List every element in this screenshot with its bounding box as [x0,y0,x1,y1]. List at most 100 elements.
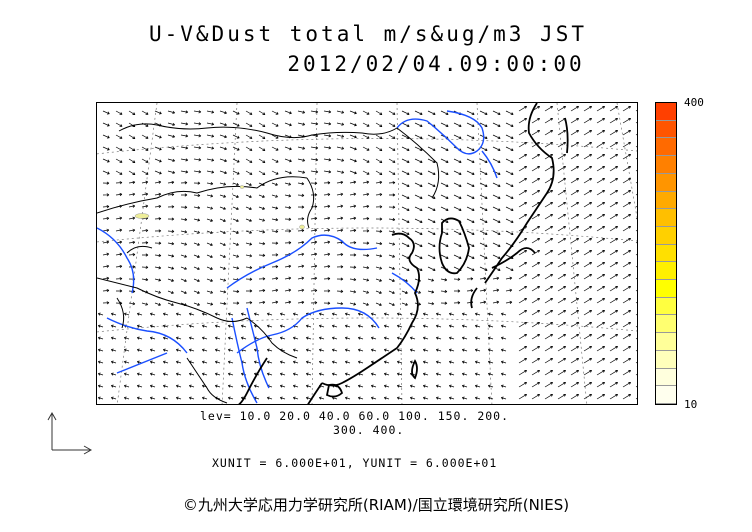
wind-arrow [232,266,240,270]
wind-arrow [370,312,377,316]
wind-arrow [206,182,214,186]
wind-arrow [266,324,273,328]
wind-arrow [193,206,201,210]
wind-arrow [297,240,305,244]
wind-arrow [297,205,305,209]
wind-arrow [344,360,351,364]
wind-arrow [531,177,540,184]
wind-arrow [609,141,618,148]
wind-arrow [284,146,292,151]
wind-arrow [154,180,162,184]
wind-arrow [284,158,292,163]
wind-arrow [370,348,377,352]
wind-arrow [635,253,637,256]
wind-arrow [362,122,370,127]
wind-arrow [635,301,637,304]
wind-arrow [622,393,631,400]
wind-arrow [396,348,403,352]
wind-arrow [544,285,553,292]
wind-arrow [557,189,566,196]
wind-arrow [141,158,149,163]
wind-arrow [349,170,357,175]
wind-arrow [609,333,618,340]
wind-arrow [492,288,500,292]
wind-arrow [453,182,462,188]
wind-arrow [284,241,292,245]
wind-arrow [245,134,253,139]
wind-arrow [310,288,318,293]
wind-arrow [149,348,156,352]
wind-arrow [271,218,279,222]
wind-arrow [349,146,357,151]
wind-arrow [323,158,332,162]
wind-arrow [297,288,305,292]
wind-arrow [570,153,579,160]
wind-arrow [219,122,227,127]
wind-arrow [370,396,377,400]
wind-arrow [154,302,161,306]
wind-arrow [331,360,338,364]
wind-arrow [180,205,188,209]
wind-arrow [435,312,442,316]
wind-arrow [102,181,110,185]
wind-arrow [492,182,501,188]
wind-arrow [219,194,226,198]
wind-arrow [500,336,507,340]
wind-arrow [570,369,579,376]
wind-arrow [583,309,592,316]
wind-arrow [349,277,357,282]
wind-arrow [232,134,240,139]
wind-arrow [414,242,423,248]
wind-arrow [583,117,592,124]
wind-arrow [232,254,239,258]
wind-arrow [505,170,514,176]
wind-arrow [102,158,110,163]
wind-arrow [245,277,253,281]
wind-arrow [487,348,494,352]
wind-arrow [622,141,631,148]
wind-arrow [388,205,396,209]
wind-arrow [440,194,449,200]
wind-arrow [427,134,436,140]
wind-arrow [115,110,123,115]
wind-arrow [466,194,475,200]
wind-arrow [531,117,540,124]
wind-arrow [596,249,605,256]
wind-arrow [284,288,292,292]
wind-arrow [583,369,592,376]
wind-arrow [349,110,357,115]
wind-arrow [518,393,527,400]
wind-arrow [583,345,592,352]
wind-arrow [102,240,110,244]
wind-arrow [427,290,435,294]
wind-arrow [414,158,423,164]
wind-arrow [453,230,462,236]
wind-arrow [115,192,123,197]
wind-arrow [141,241,149,245]
wind-arrow [115,134,123,139]
wind-arrow [544,165,553,172]
graticule [97,103,637,404]
wind-arrow [240,324,247,328]
wind-arrow [609,369,618,376]
wind-arrow [258,230,266,234]
wind-arrow [154,241,162,245]
wind-arrow [596,201,605,208]
wind-arrow [487,336,494,340]
color-scale-segment [656,333,676,351]
wind-arrow [297,252,305,256]
wind-arrow [557,105,566,112]
wind-arrow [557,225,566,232]
wind-arrow [401,170,410,176]
wind-arrow [422,324,429,328]
wind-arrow [622,153,631,160]
wind-arrow [427,194,436,200]
wind-arrow [518,333,527,340]
wind-arrow [245,182,252,187]
wind-arrow [466,134,475,140]
wind-arrow [162,384,169,388]
wind-arrow [453,242,462,248]
color-scale-segment [656,386,676,404]
wind-arrow [336,192,344,196]
wind-arrow [388,158,396,163]
